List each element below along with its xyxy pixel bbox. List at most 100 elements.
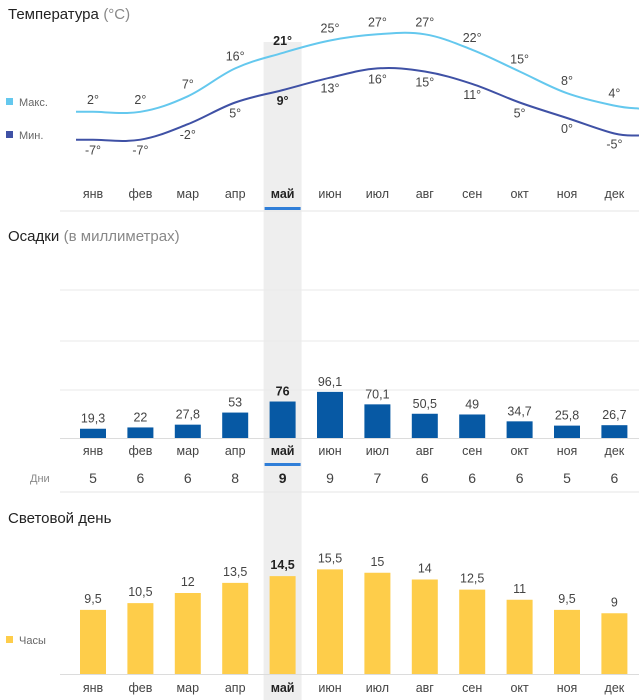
precipitation-unit: (в миллиметрах) [64,228,180,245]
precip-value-7: 50,5 [413,397,437,411]
rain-days-7: 6 [421,470,429,486]
month-tab-9[interactable]: окт [510,681,529,695]
min-temp-label-8: 11° [463,88,481,102]
max-temp-label-10: 8° [561,74,573,88]
daylight-bar-11 [601,613,628,674]
month-tab-4[interactable]: май [271,444,295,458]
rain-days-10: 5 [563,470,571,486]
rain-days-2: 6 [184,470,192,486]
precip-value-8: 49 [465,397,479,411]
precip-bar-9 [506,421,533,438]
month-tab-8[interactable]: сен [462,187,482,201]
max-temp-label-11: 4° [608,87,620,101]
month-tab-2[interactable]: мар [177,681,200,695]
min-temp-label-3: 5° [229,107,241,121]
month-tab-4[interactable]: май [271,681,295,695]
month-tab-10[interactable]: ноя [557,444,578,458]
max-temp-label-3: 16° [226,49,245,63]
precipitation-x-axis[interactable]: янв фев мар апр май июн июл авг сен окт ноя дек [83,444,625,458]
month-tab-11[interactable]: дек [605,444,625,458]
month-tab-0[interactable]: янв [83,187,104,201]
precipitation-section: Осадки (в миллиметрах) 19,3 22 27,8537696,… [8,228,639,486]
month-tab-10[interactable]: ноя [557,187,578,201]
month-tab-0[interactable]: янв [83,444,104,458]
month-tab-2[interactable]: мар [177,187,200,201]
precip-bar-8 [459,414,486,438]
temperature-x-axis[interactable]: янв фев мар апр май июн июл авг сен окт ноя дек [83,187,625,201]
rain-days-6: 7 [374,470,382,486]
daylight-value-11: 9 [611,595,618,609]
daylight-value-10: 9,5 [558,592,575,606]
month-tab-1[interactable]: фев [128,187,152,201]
month-tab-5[interactable]: июн [318,681,341,695]
precipitation-bars: 19,3 22 27,8 53 76 96,1 70,1 50,5 49 34,7 25,8 26,7 [80,375,628,438]
month-tab-3[interactable]: апр [225,681,246,695]
month-tab-9[interactable]: окт [510,444,529,458]
daylight-bar-4 [269,576,296,674]
month-tab-8[interactable]: сен [462,444,482,458]
temperature-section: Температура (°C) Макс. Мин. 2° 2° 7° 16° 21°… [6,6,639,210]
month-tab-7[interactable]: авг [416,681,435,695]
precip-bar-2 [174,424,201,438]
month-tab-1[interactable]: фев [128,444,152,458]
precip-value-2: 27,8 [176,408,200,422]
month-tab-2[interactable]: мар [177,444,200,458]
daylight-x-axis[interactable]: янв фев мар апр май июн июл авг сен окт ноя дек [83,681,625,695]
month-tab-0[interactable]: янв [83,681,104,695]
daylight-bar-3 [222,582,249,674]
precip-value-9: 34,7 [507,404,531,418]
daylight-value-9: 11 [513,582,526,596]
max-temp-label-5: 25° [321,22,340,36]
daylight-section: Световой день Часы 9,5 10,5 12 13,5 14,5 15,5… [6,510,639,695]
min-legend-label: Мин. [19,130,43,142]
daylight-value-4: 14,5 [270,558,294,572]
month-tab-8[interactable]: сен [462,681,482,695]
rain-days-1: 6 [137,470,145,486]
min-temp-label-1: -7° [132,144,148,158]
month-tab-5[interactable]: июн [318,187,341,201]
temperature-title: Температура [8,6,100,23]
daylight-bar-10 [554,609,580,674]
month-tab-7[interactable]: авг [416,187,435,201]
month-tab-4[interactable]: май [271,187,295,201]
precip-value-4: 76 [276,385,290,399]
month-tab-7[interactable]: авг [416,444,435,458]
svg-text:Осадки (в миллиметрах): Осадки (в миллиметрах) [8,228,180,245]
min-temp-label-10: 0° [561,122,573,136]
min-temp-label-5: 13° [321,82,340,96]
month-tab-6[interactable]: июл [366,444,389,458]
daylight-bar-1 [127,603,154,674]
selected-month-indicator [264,463,301,466]
min-temp-label-6: 16° [368,72,387,86]
month-tab-5[interactable]: июн [318,444,341,458]
precip-bar-6 [364,404,391,438]
precip-bar-3 [222,412,249,438]
month-tab-1[interactable]: фев [128,681,152,695]
max-temp-label-1: 2° [134,93,146,107]
daylight-value-1: 10,5 [128,585,152,599]
min-temp-label-11: -5° [606,138,622,152]
month-tab-11[interactable]: дек [605,187,625,201]
month-tab-6[interactable]: июл [366,681,389,695]
month-tab-10[interactable]: ноя [557,681,578,695]
daylight-value-0: 9,5 [84,592,101,606]
rain-days-label: Дни [30,473,50,485]
min-temp-label-7: 15° [415,76,434,90]
daylight-value-2: 12 [181,575,195,589]
rain-days-5: 9 [326,470,334,486]
month-tab-3[interactable]: апр [225,444,246,458]
month-tab-9[interactable]: окт [510,187,529,201]
daylight-value-3: 13,5 [223,565,247,579]
month-tab-6[interactable]: июл [366,187,389,201]
max-temp-label-6: 27° [368,15,387,29]
min-temp-label-4: 9° [277,94,289,108]
month-tab-3[interactable]: апр [225,187,246,201]
precip-value-10: 25,8 [555,409,579,423]
precip-bar-10 [554,425,580,438]
rain-days-8: 6 [468,470,476,486]
temperature-labels: 2° 2° 7° 16° 21° 25° 27° 27° 22° 15° 8° 4° -7° -7° -2°… [85,15,623,157]
month-tab-11[interactable]: дек [605,681,625,695]
daylight-value-8: 12,5 [460,572,484,586]
daylight-bar-0 [80,609,106,674]
